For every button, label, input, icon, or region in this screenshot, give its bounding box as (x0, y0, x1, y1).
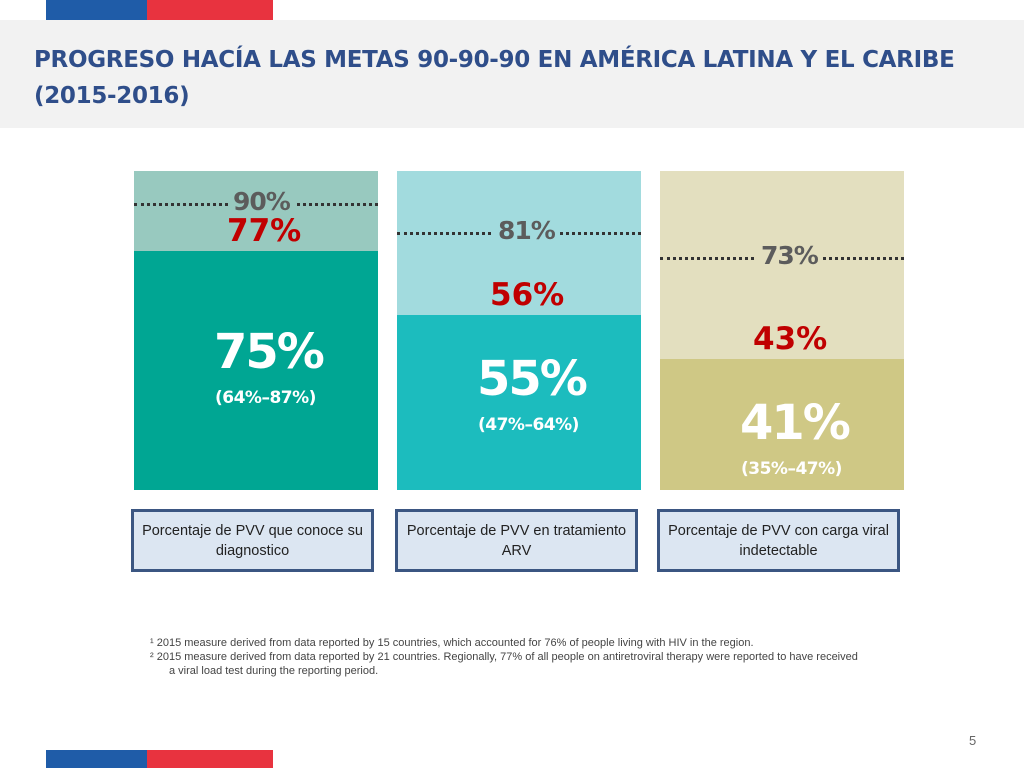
relative-result-label: 77% (227, 212, 302, 249)
relative-result-label: 43% (753, 321, 828, 358)
bar-value-fill (660, 359, 904, 490)
flag-stripe-bottom (46, 750, 273, 768)
target-label: 73% (757, 241, 822, 271)
flag-stripe-red (147, 0, 273, 20)
flag-stripe-blue (46, 0, 147, 20)
target-label: 81% (494, 215, 559, 245)
relative-result-label: 56% (490, 276, 565, 313)
bar-panel-viral-suppression: 73% 43% 41% (35%–47%) (660, 171, 904, 490)
value-label: 41% (740, 395, 851, 452)
footnote-2: ² 2015 measure derived from data reporte… (150, 651, 858, 663)
title-line-1: PROGRESO HACÍA LAS METAS 90-90-90 EN AMÉ… (34, 47, 955, 73)
range-label: (47%–64%) (478, 414, 579, 435)
page-title: PROGRESO HACÍA LAS METAS 90-90-90 EN AMÉ… (34, 42, 984, 114)
bar-value-fill (397, 314, 641, 490)
target-label: 90% (229, 186, 294, 216)
footnote-2-continued: a viral load test during the reporting p… (169, 665, 379, 677)
caption-diagnosis: Porcentaje de PVV que conoce su diagnost… (131, 509, 374, 572)
value-label: 55% (477, 350, 588, 407)
bar-panel-treatment: 81% 56% 55% (47%–64%) (397, 171, 641, 490)
range-label: (64%–87%) (215, 387, 316, 408)
flag-stripe-top (46, 0, 273, 20)
bar-panel-diagnosis: 90% 77% 75% (64%–87%) (134, 171, 378, 490)
footnotes: ¹ 2015 measure derived from data reporte… (150, 636, 910, 678)
flag-stripe-red (147, 750, 273, 768)
header-band: PROGRESO HACÍA LAS METAS 90-90-90 EN AMÉ… (0, 20, 1024, 128)
caption-viral-suppression: Porcentaje de PVV con carga viral indete… (657, 509, 900, 572)
title-line-2: (2015-2016) (34, 83, 190, 109)
value-label: 75% (214, 323, 325, 380)
footnote-1: ¹ 2015 measure derived from data reporte… (150, 637, 754, 649)
flag-stripe-blue (46, 750, 147, 768)
bar-value-fill (134, 250, 378, 490)
page-number: 5 (969, 733, 977, 748)
caption-treatment: Porcentaje de PVV en tratamiento ARV (395, 509, 638, 572)
range-label: (35%–47%) (741, 459, 842, 480)
